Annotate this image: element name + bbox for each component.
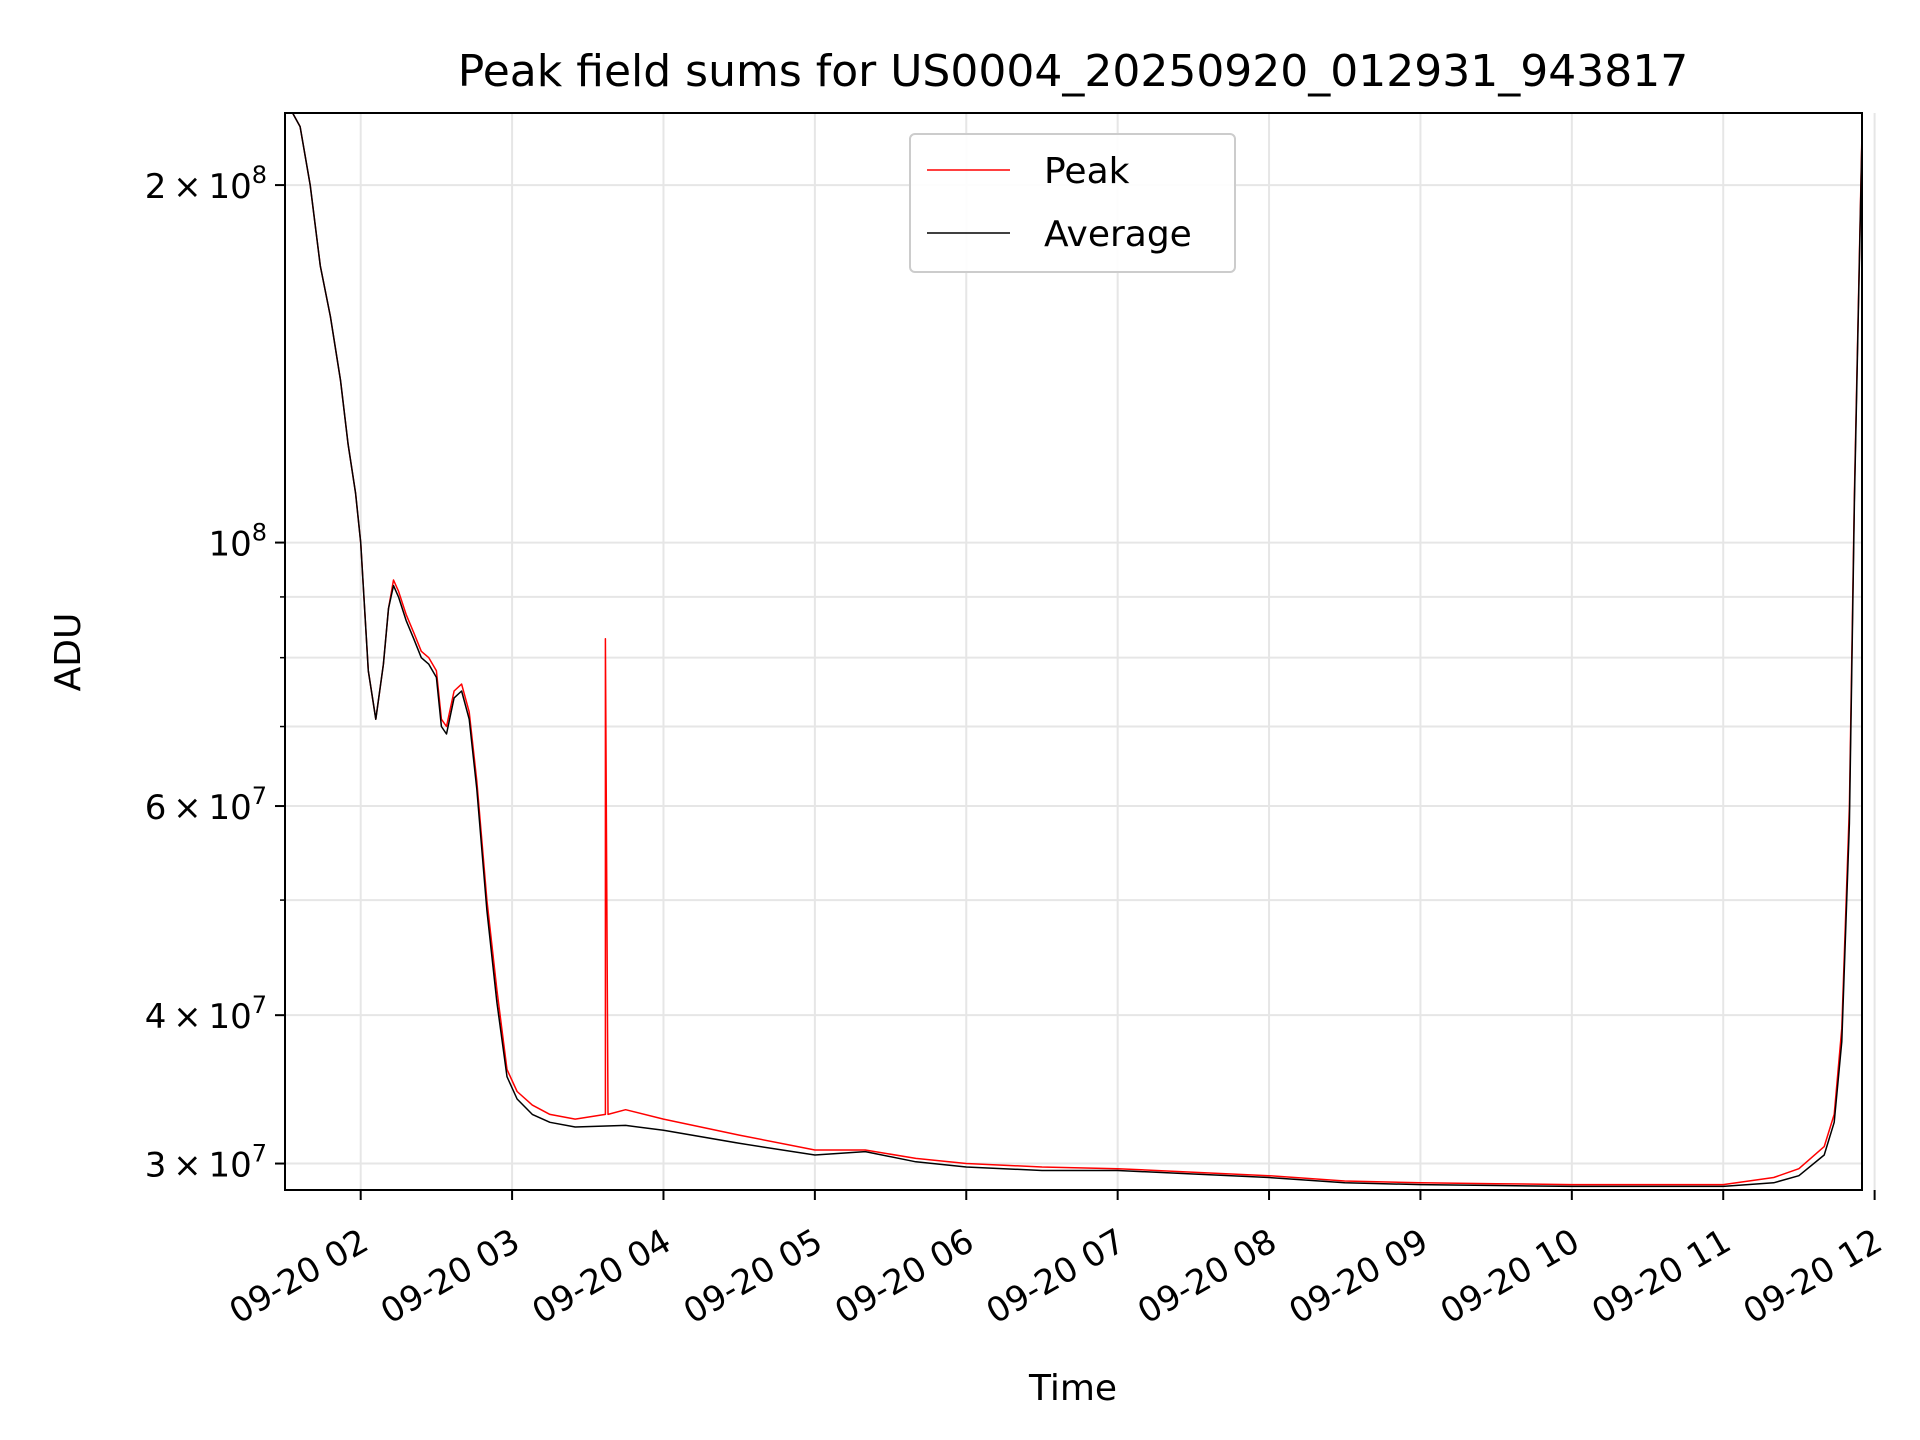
legend-box — [909, 133, 1236, 273]
y-axis-label: ADU — [48, 613, 89, 692]
y-tick-label: 108 — [208, 519, 267, 565]
legend: Peak Average — [909, 133, 1236, 273]
series-line-average — [285, 113, 1862, 1188]
grid — [285, 113, 1876, 1190]
series-group — [285, 113, 1862, 1188]
plot-area — [284, 112, 1863, 1191]
y-tick-label: 4 × 107 — [145, 991, 267, 1037]
y-tick-label: 2 × 108 — [145, 161, 267, 207]
y-tick-label: 6 × 107 — [145, 782, 267, 828]
legend-label-peak: Peak — [1044, 151, 1130, 192]
chart-title: Peak field sums for US0004_20250920_0129… — [458, 46, 1688, 97]
y-tick-label: 3 × 107 — [145, 1140, 267, 1186]
legend-label-average: Average — [1044, 214, 1192, 255]
x-axis-label: Time — [1028, 1368, 1117, 1409]
